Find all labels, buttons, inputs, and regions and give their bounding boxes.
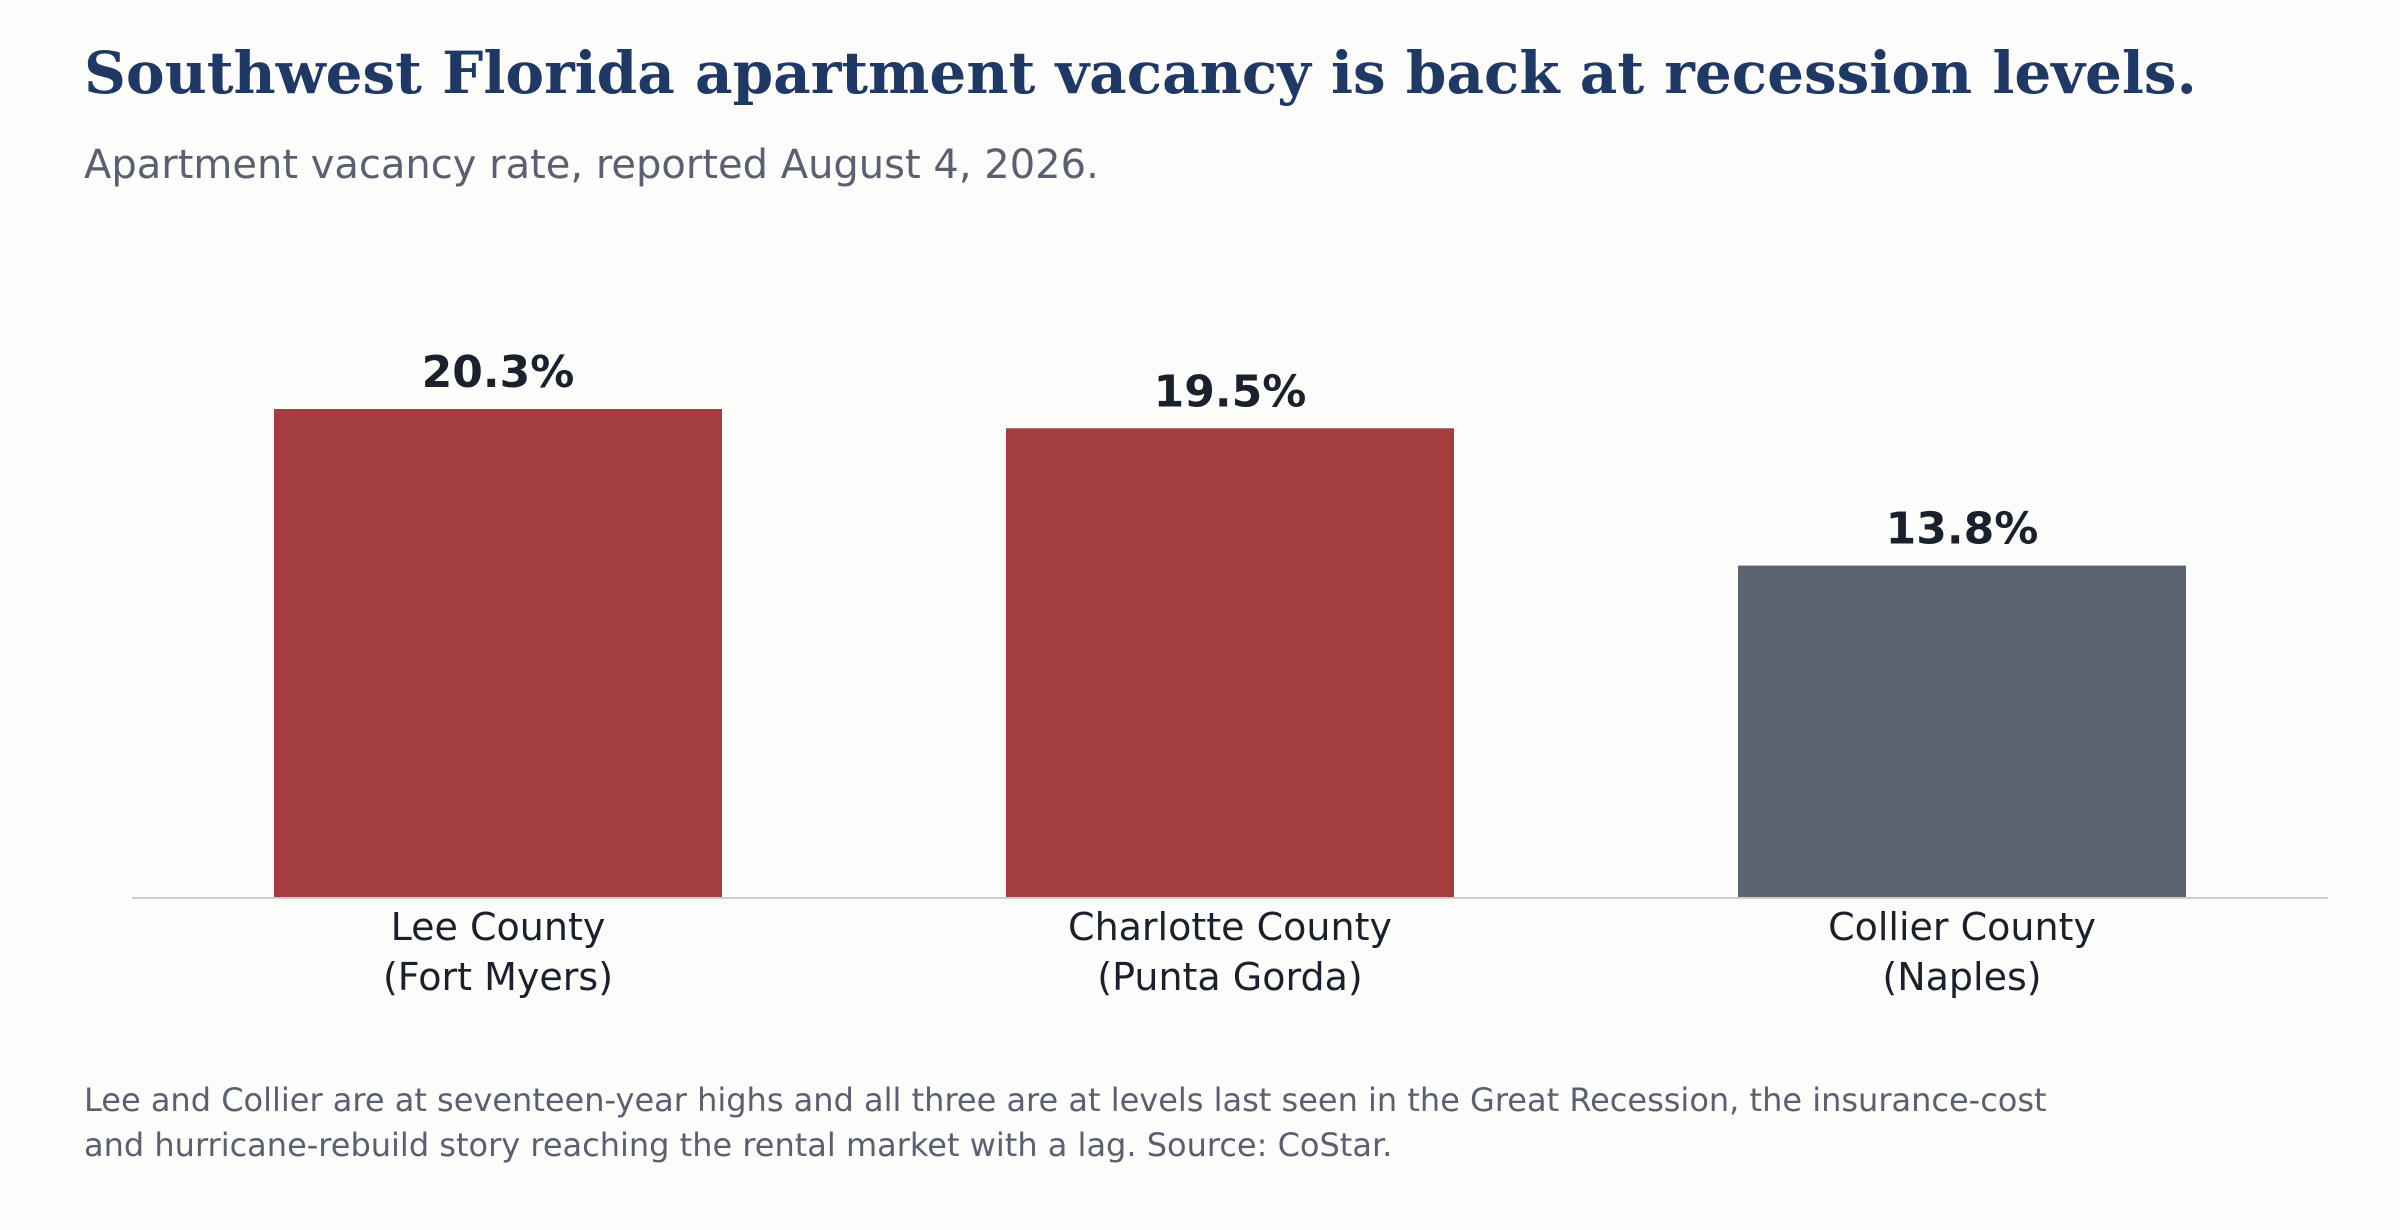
bar-value-label: 13.8% [1886, 504, 2039, 555]
bar-value-label: 20.3% [422, 347, 575, 398]
bar [1006, 428, 1454, 898]
category-label: Lee County (Fort Myers) [383, 905, 613, 999]
bar [1738, 565, 2186, 898]
chart-footnote: Lee and Collier are at seventeen-year hi… [84, 1081, 2047, 1164]
chart-subtitle: Apartment vacancy rate, reported August … [84, 142, 1099, 188]
category-label: Charlotte County (Punta Gorda) [1068, 905, 1392, 999]
chart-title: Southwest Florida apartment vacancy is b… [84, 39, 2197, 107]
bar-value-label: 19.5% [1154, 366, 1307, 417]
category-label: Collier County (Naples) [1828, 905, 2096, 999]
bar [274, 409, 722, 898]
